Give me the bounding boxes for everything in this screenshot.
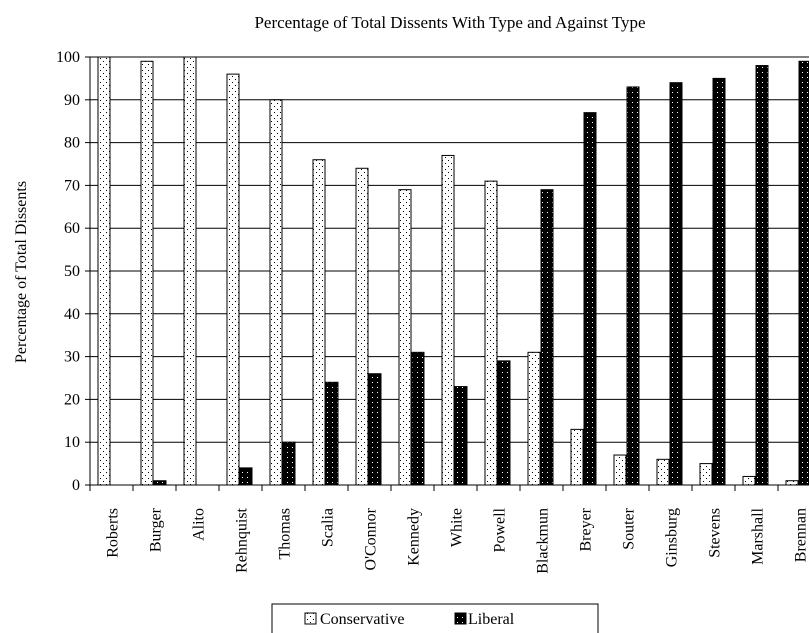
x-tick-label: Alito (191, 508, 208, 541)
bar-liberal-marshall (755, 65, 769, 486)
y-tick-label: 100 (56, 49, 80, 66)
x-tick-label: Marshall (750, 507, 767, 564)
y-axis-label: Percentage of Total Dissents (13, 181, 30, 363)
x-tick-label: Burger (148, 507, 165, 552)
bar-liberal-powell (497, 360, 511, 486)
bar-liberal-souter (626, 86, 640, 486)
bar-conservative-kennedy (398, 189, 412, 486)
bar-conservative-roberts (97, 56, 111, 486)
bar-liberal-rehnquist (239, 467, 253, 486)
bar-liberal-oconnor (368, 373, 382, 486)
y-tick-label: 0 (72, 477, 80, 494)
x-axis: Roberts Burger Alito Rehnquist Thomas Scalia O… (89, 484, 809, 574)
bar-liberal-scalia (325, 381, 339, 486)
y-tick-label: 50 (64, 263, 80, 280)
x-tick-label: Roberts (105, 508, 122, 558)
bar-conservative-brennan (785, 480, 799, 486)
bar-conservative-stevens (699, 463, 713, 486)
bar-liberal-white (454, 386, 468, 486)
x-tick-label: Stevens (707, 508, 724, 558)
y-tick-label: 20 (64, 391, 80, 408)
bar-liberal-burger (153, 480, 167, 486)
bar-conservative-alito (183, 56, 197, 486)
y-tick-label: 90 (64, 92, 80, 109)
bar-conservative-scalia (312, 159, 326, 486)
bar-conservative-ginsburg (656, 458, 670, 486)
bar-conservative-souter (613, 454, 627, 486)
bar-conservative-blackmun (527, 351, 541, 486)
bar-liberal-blackmun (540, 189, 554, 486)
bar-liberal-ginsburg (669, 82, 683, 486)
y-tick-label: 10 (64, 434, 80, 451)
bar-conservative-white (441, 154, 455, 486)
y-tick-label: 30 (64, 349, 80, 366)
legend: Conservative Liberal (271, 603, 599, 633)
legend-label-liberal: Liberal (468, 611, 515, 628)
bar-liberal-kennedy (411, 351, 425, 486)
x-tick-label: Ginsburg (664, 508, 681, 567)
x-tick-label: White (449, 508, 466, 547)
x-tick-label: Powell (492, 507, 509, 552)
bar-conservative-marshall (742, 475, 756, 486)
x-tick-label: Rehnquist (234, 507, 251, 572)
x-tick-label: Thomas (277, 508, 294, 560)
legend-swatch-liberal (454, 612, 467, 625)
y-tick-label: 40 (64, 306, 80, 323)
bar-conservative-breyer (570, 428, 584, 486)
y-tick-label: 70 (64, 177, 80, 194)
x-tick-label: Kennedy (406, 508, 423, 566)
bar-liberal-stevens (712, 77, 726, 486)
bar-conservative-powell (484, 180, 498, 486)
legend-label-conservative: Conservative (320, 611, 404, 628)
x-tick-label: O'Connor (363, 507, 380, 570)
legend-swatch-conservative (304, 612, 317, 625)
y-tick-label: 60 (64, 220, 80, 237)
bar-conservative-thomas (269, 99, 283, 486)
bar-conservative-rehnquist (226, 73, 240, 486)
y-axis: 0 10 20 30 40 50 60 70 80 90 100 (56, 49, 91, 494)
bars (97, 56, 809, 486)
x-tick-label: Brennan (793, 508, 809, 562)
x-tick-label: Blackmun (535, 508, 552, 574)
bar-conservative-oconnor (355, 167, 369, 486)
x-tick-label: Souter (621, 507, 638, 549)
bar-conservative-burger (140, 60, 154, 486)
y-tick-label: 80 (64, 135, 80, 152)
x-tick-label: Scalia (320, 508, 337, 547)
x-tick-label: Breyer (578, 507, 595, 551)
bar-liberal-thomas (282, 441, 296, 486)
bar-liberal-breyer (583, 112, 597, 486)
chart-title: Percentage of Total Dissents With Type a… (254, 13, 645, 32)
bar-liberal-brennan (798, 60, 809, 486)
